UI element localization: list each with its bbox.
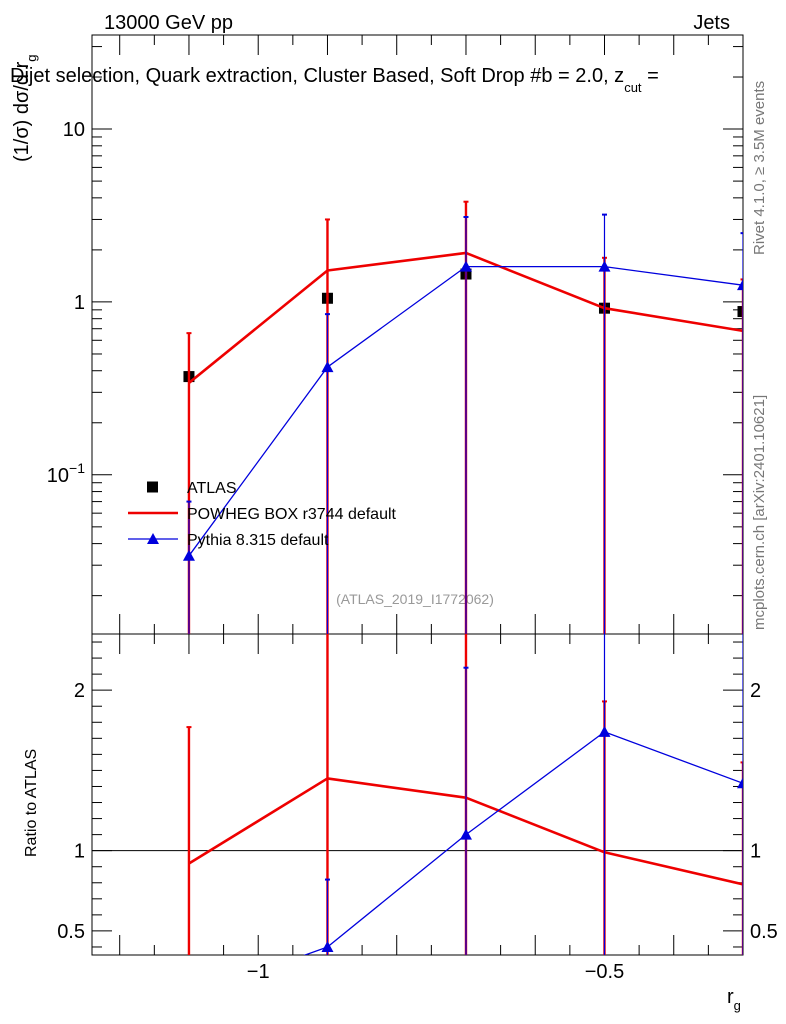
plot-title-main: Dijet selection, Quark extraction, Clust… — [10, 65, 624, 87]
main-ytick-label-base: 10 — [63, 119, 85, 141]
pythia-ratio-marker — [459, 828, 472, 840]
main-ytick-label: 10−1 — [47, 460, 85, 487]
legend-atlas-marker — [147, 481, 158, 493]
legend-label-powheg: POWHEG BOX r3744 default — [187, 506, 397, 523]
ratio-ytick-label-left: 1 — [74, 841, 85, 863]
pythia-ratio-marker — [598, 725, 611, 737]
ratio-ytick-label-right: 2 — [750, 680, 761, 702]
pythia-ratio-marker — [183, 991, 195, 1002]
pythia-main-marker — [321, 361, 334, 373]
header-jets: Jets — [693, 12, 730, 34]
pythia-ratio-marker — [321, 940, 334, 952]
pythia-main-marker — [598, 260, 611, 272]
main-ylabel-text: (1/σ) dσ/d r — [11, 61, 33, 162]
legend-pythia-marker — [147, 533, 159, 544]
plot-title-end: = — [642, 65, 659, 87]
pythia-main-marker — [459, 260, 472, 272]
x-tick-label: −1 — [247, 961, 270, 983]
main-ytick-label-exp: −1 — [69, 460, 85, 476]
rivet-version-label: Rivet 4.1.0, ≥ 3.5M events — [751, 81, 768, 255]
atlas-data-point — [737, 306, 743, 318]
ratio-ytick-label-right: 1 — [750, 841, 761, 863]
powheg-main-line — [188, 251, 743, 384]
main-ytick-label-base: 1 — [74, 292, 85, 314]
ratio-ytick-label-right: 0.5 — [750, 921, 778, 943]
pythia-main-marker — [182, 549, 195, 561]
x-axis-label-text: r — [727, 986, 734, 1008]
main-ytick-label: 10 — [63, 119, 85, 141]
ratio-ytick-label-left: 0.5 — [57, 921, 85, 943]
plot-title: Dijet selection, Quark extraction, Clust… — [10, 65, 659, 95]
legend-label-atlas: ATLAS — [187, 480, 237, 497]
main-plot-area — [182, 200, 743, 634]
legend: ATLAS POWHEG BOX r3744 default Pythia 8.31… — [128, 480, 397, 549]
analysis-watermark: (ATLAS_2019_I1772062) — [336, 591, 494, 607]
pythia-main-marker — [737, 279, 743, 291]
legend-label-pythia: Pythia 8.315 default — [187, 532, 329, 549]
ratio-ytick-label-left: 2 — [74, 680, 85, 702]
main-ylabel-sub: g — [24, 55, 39, 62]
plot-title-sub: cut — [624, 80, 642, 95]
powheg-ratio-line — [188, 777, 743, 887]
mcplots-label: mcplots.cern.ch [arXiv:2401.10621] — [751, 395, 768, 630]
ratio-plot-area — [183, 634, 743, 1002]
ratio-ylabel: Ratio to ATLAS — [23, 749, 40, 857]
header-energy: 13000 GeV pp — [104, 12, 233, 34]
pythia-main-line — [188, 265, 743, 557]
x-axis-label-sub: g — [734, 998, 741, 1013]
pythia-ratio-marker — [737, 777, 743, 789]
x-axis-label: rg — [727, 986, 741, 1013]
main-ylabel: (1/σ) dσ/d rg — [11, 55, 39, 163]
pythia-ratio-line — [303, 731, 743, 955]
x-tick-label: −0.5 — [585, 961, 624, 983]
main-ytick-label-base: 10 — [47, 465, 69, 487]
main-ytick-label: 1 — [74, 292, 85, 314]
